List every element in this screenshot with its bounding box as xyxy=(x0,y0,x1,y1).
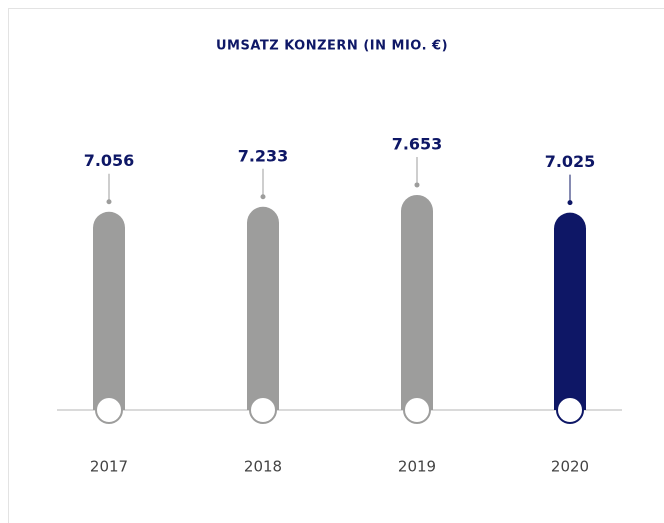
value-label: 7.056 xyxy=(84,151,135,170)
x-tick-label: 2017 xyxy=(90,458,128,476)
chart-title: UMSATZ KONZERN (IN MIO. €) xyxy=(216,39,448,54)
bar-cap xyxy=(556,396,584,424)
x-tick-label: 2020 xyxy=(551,458,589,476)
value-label: 7.653 xyxy=(392,134,443,153)
bar xyxy=(247,206,279,410)
value-label: 7.233 xyxy=(238,146,289,165)
bar-cap xyxy=(249,396,277,424)
x-tick-label: 2018 xyxy=(244,458,282,476)
connector-dot xyxy=(414,182,420,188)
connector-dot xyxy=(106,199,112,205)
connector-dot xyxy=(260,194,266,200)
bar-cap xyxy=(403,396,431,424)
x-tick-label: 2019 xyxy=(398,458,436,476)
bar xyxy=(93,211,125,410)
bar xyxy=(401,194,433,410)
bar-cap xyxy=(95,396,123,424)
value-label: 7.025 xyxy=(545,152,596,171)
connector-dot xyxy=(567,200,573,206)
bar xyxy=(554,212,586,410)
